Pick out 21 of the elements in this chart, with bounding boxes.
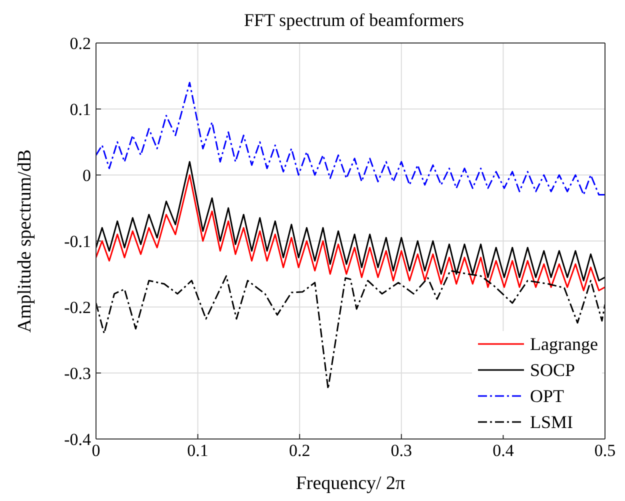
x-tick-label: 0.4 xyxy=(492,441,514,460)
x-tick-label: 0.2 xyxy=(288,441,310,460)
x-tick-label: 0.3 xyxy=(390,441,412,460)
chart-title: FFT spectrum of beamformers xyxy=(242,9,466,32)
y-tick-label: 0.2 xyxy=(70,34,91,54)
y-axis-title: Amplitude spectrum/dB xyxy=(14,149,36,333)
line-series xyxy=(96,174,605,292)
x-axis-title: Frequency/ 2π xyxy=(296,473,406,494)
y-tick-label: -0.4 xyxy=(64,430,92,450)
y-tick-label: -0.2 xyxy=(64,298,91,318)
line-series xyxy=(96,82,605,196)
y-tick-label: 0.1 xyxy=(70,100,91,120)
y-tick-label: 0 xyxy=(82,166,91,186)
legend-label: SOCP xyxy=(530,359,576,382)
legend-label: Lagrange xyxy=(530,333,598,356)
y-tick-label: -0.1 xyxy=(64,232,91,252)
x-tick-label: 0.1 xyxy=(187,441,208,460)
y-tick-label: -0.3 xyxy=(64,364,91,384)
x-tick-label: 0.5 xyxy=(594,441,616,460)
legend-label: LSMI xyxy=(530,411,574,434)
legend-label: OPT xyxy=(530,385,564,408)
